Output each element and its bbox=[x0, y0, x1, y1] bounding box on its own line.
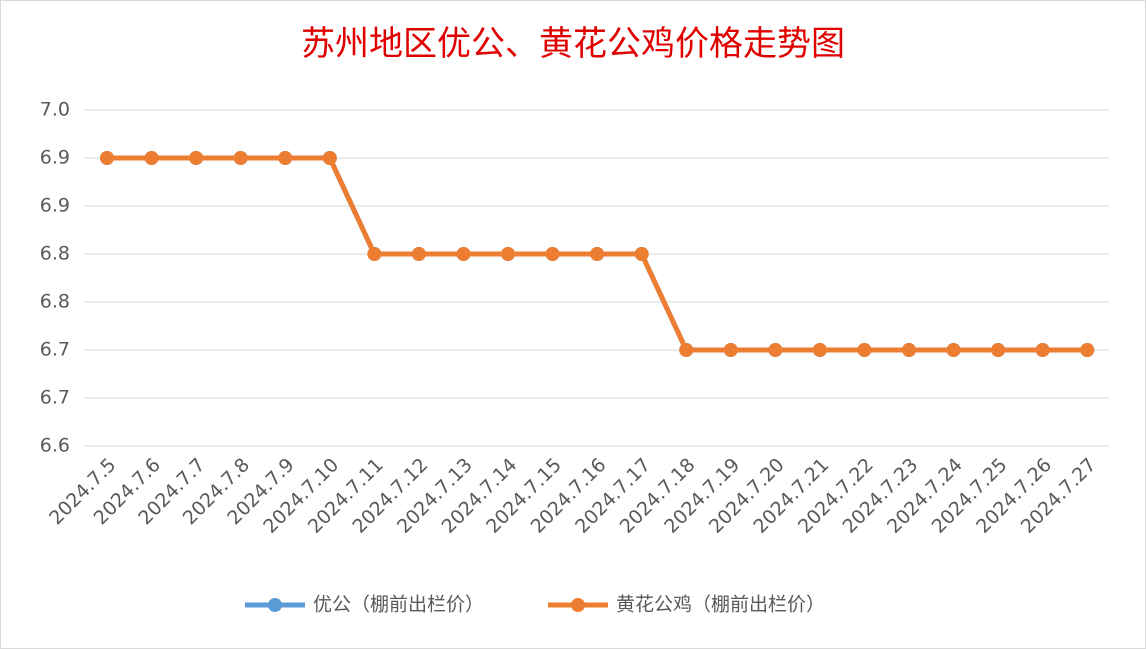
legend-marker bbox=[571, 598, 585, 612]
y-tick-label: 6.9 bbox=[40, 147, 70, 169]
legend-label: 黄花公鸡（棚前出栏价） bbox=[616, 594, 825, 616]
y-tick-label: 6.9 bbox=[40, 195, 70, 217]
data-point bbox=[278, 151, 293, 165]
y-tick-label: 6.8 bbox=[40, 291, 70, 313]
data-point bbox=[812, 343, 827, 357]
data-point bbox=[367, 247, 382, 261]
data-point bbox=[233, 151, 248, 165]
data-point bbox=[679, 343, 694, 357]
data-point bbox=[456, 247, 471, 261]
legend-label: 优公（棚前出栏价） bbox=[313, 594, 484, 616]
data-point bbox=[501, 247, 516, 261]
data-point bbox=[768, 343, 783, 357]
chart-title: 苏州地区优公、黄花公鸡价格走势图 bbox=[301, 24, 845, 64]
data-point bbox=[545, 247, 560, 261]
data-point bbox=[189, 151, 204, 165]
y-tick-label: 6.7 bbox=[40, 387, 70, 409]
data-point bbox=[991, 343, 1006, 357]
data-point bbox=[1035, 343, 1050, 357]
data-point bbox=[1080, 343, 1095, 357]
data-point bbox=[411, 247, 426, 261]
data-point bbox=[322, 151, 337, 165]
y-tick-label: 7.0 bbox=[40, 99, 70, 121]
data-point bbox=[100, 151, 115, 165]
y-tick-label: 6.7 bbox=[40, 339, 70, 361]
y-tick-label: 6.6 bbox=[40, 435, 70, 457]
legend-marker bbox=[268, 598, 282, 612]
data-point bbox=[857, 343, 872, 357]
data-point bbox=[144, 151, 159, 165]
data-point bbox=[946, 343, 961, 357]
data-point bbox=[634, 247, 649, 261]
data-point bbox=[590, 247, 605, 261]
y-tick-label: 6.8 bbox=[40, 243, 70, 265]
data-point bbox=[723, 343, 738, 357]
data-point bbox=[902, 343, 917, 357]
